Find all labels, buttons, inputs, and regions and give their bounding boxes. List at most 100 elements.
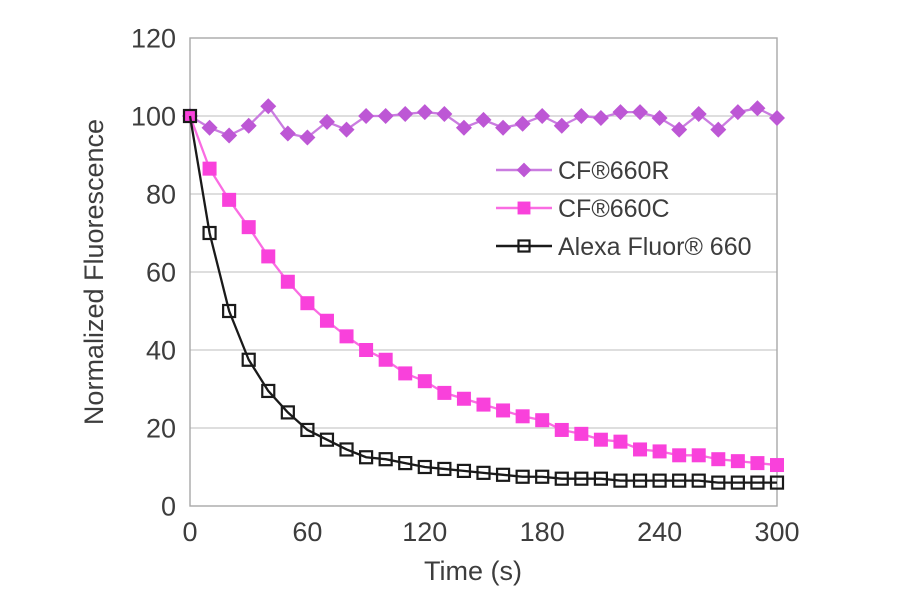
data-point-marker-square bbox=[398, 366, 413, 381]
legend: CF®660R CF®660C Alexa Fluor® 660 bbox=[496, 157, 752, 261]
x-tick-label: 0 bbox=[182, 517, 197, 547]
data-point-marker-open-square bbox=[300, 422, 315, 438]
data-point-marker-diamond bbox=[299, 129, 316, 146]
data-point-marker-open-square bbox=[691, 473, 706, 488]
data-point-marker-open-square bbox=[280, 405, 295, 420]
data-point-marker-square bbox=[593, 432, 608, 447]
data-point-marker-open-square bbox=[672, 473, 687, 488]
data-point-marker-square bbox=[241, 220, 256, 235]
data-point-marker-open-square bbox=[261, 383, 276, 399]
data-point-marker-square bbox=[359, 343, 374, 357]
data-point-marker-open-square bbox=[535, 469, 550, 484]
tick-labels-group: 0 20 40 60 80 100 120 0 60 120 180 240 300 bbox=[131, 24, 800, 548]
x-tick-label: 120 bbox=[402, 517, 447, 547]
data-point-marker-open-square bbox=[750, 475, 765, 490]
x-tick-label: 60 bbox=[292, 517, 322, 547]
data-point-marker-diamond bbox=[690, 106, 707, 123]
data-point-marker-open-square bbox=[652, 473, 667, 488]
data-point-marker-diamond bbox=[260, 98, 277, 115]
data-point-marker-open-square bbox=[182, 108, 198, 124]
data-point-marker-diamond bbox=[553, 117, 570, 134]
data-point-marker-open-square bbox=[241, 352, 256, 367]
data-point-marker-square bbox=[652, 444, 667, 459]
series-line bbox=[188, 115, 778, 467]
data-point-marker-diamond bbox=[612, 104, 629, 121]
plot-border bbox=[189, 37, 778, 507]
data-point-marker-open-square bbox=[593, 471, 609, 486]
data-point-marker-diamond bbox=[516, 162, 532, 178]
y-axis-title: Normalized Fluorescence bbox=[79, 119, 109, 425]
data-point-marker-square bbox=[691, 448, 706, 463]
data-point-marker-diamond bbox=[397, 106, 414, 123]
data-point-marker-square bbox=[613, 434, 628, 449]
data-point-marker-square bbox=[535, 413, 550, 428]
data-point-marker-square bbox=[476, 397, 491, 412]
legend-label: CF®660R bbox=[558, 157, 670, 185]
data-point-marker-square bbox=[672, 448, 687, 463]
data-point-marker-square bbox=[750, 456, 765, 471]
data-point-marker-diamond bbox=[534, 108, 551, 124]
data-point-marker-open-square bbox=[495, 467, 511, 482]
x-tick-label: 300 bbox=[754, 517, 799, 547]
data-point-marker-square bbox=[574, 426, 589, 441]
data-point-marker-square bbox=[515, 409, 530, 424]
data-point-marker-open-square bbox=[222, 303, 237, 319]
data-point-marker-square bbox=[456, 391, 471, 406]
data-point-marker-diamond bbox=[573, 108, 590, 124]
data-point-marker-open-square bbox=[417, 459, 432, 475]
data-point-marker-diamond bbox=[455, 119, 472, 136]
data-point-marker-open-square bbox=[517, 239, 531, 253]
data-point-marker-diamond bbox=[358, 108, 375, 124]
data-point-marker-diamond bbox=[592, 109, 609, 126]
data-point-marker-square bbox=[770, 458, 784, 473]
data-point-marker-diamond bbox=[769, 109, 785, 126]
data-point-marker-square bbox=[633, 442, 648, 457]
data-point-marker-square bbox=[496, 403, 511, 418]
data-point-marker-diamond bbox=[651, 109, 668, 126]
data-point-marker-open-square bbox=[632, 473, 648, 488]
y-tick-label: 60 bbox=[146, 258, 176, 288]
x-axis-title: Time (s) bbox=[424, 556, 522, 586]
data-point-marker-open-square bbox=[613, 473, 628, 488]
legend-label: CF®660C bbox=[558, 195, 670, 223]
data-point-marker-open-square bbox=[515, 469, 530, 484]
data-point-marker-square bbox=[730, 454, 745, 469]
legend-label: Alexa Fluor® 660 bbox=[558, 233, 752, 261]
data-point-marker-diamond bbox=[221, 127, 238, 144]
data-point-marker-diamond bbox=[416, 104, 433, 121]
data-point-marker-square bbox=[280, 274, 295, 289]
gridlines-group bbox=[189, 37, 778, 507]
data-point-marker-open-square bbox=[730, 475, 745, 490]
data-point-marker-open-square bbox=[769, 475, 785, 490]
data-point-marker-open-square bbox=[319, 432, 335, 447]
data-point-marker-diamond bbox=[201, 119, 218, 136]
data-series-group bbox=[182, 98, 785, 490]
data-point-marker-open-square bbox=[574, 471, 589, 486]
data-point-marker-square bbox=[261, 249, 276, 264]
y-tick-label: 40 bbox=[146, 336, 176, 366]
data-point-marker-square bbox=[437, 385, 452, 400]
data-point-marker-square bbox=[222, 192, 237, 207]
data-point-marker-diamond bbox=[240, 117, 257, 134]
series-line bbox=[188, 115, 777, 484]
data-point-marker-open-square bbox=[554, 471, 569, 486]
data-point-marker-diamond bbox=[632, 104, 649, 121]
data-point-marker-diamond bbox=[514, 115, 531, 132]
data-point-marker-diamond bbox=[495, 119, 512, 136]
data-point-marker-open-square bbox=[437, 461, 452, 477]
x-tick-label: 180 bbox=[520, 517, 565, 547]
data-point-marker-square bbox=[517, 201, 531, 215]
data-point-marker-diamond bbox=[377, 108, 394, 124]
data-point-marker-open-square bbox=[456, 463, 472, 478]
y-tick-label: 100 bbox=[131, 102, 176, 132]
data-point-marker-open-square bbox=[359, 450, 374, 465]
y-tick-label: 120 bbox=[131, 24, 176, 54]
data-point-marker-open-square bbox=[398, 456, 413, 471]
data-point-marker-diamond bbox=[749, 100, 766, 117]
y-tick-label: 20 bbox=[146, 414, 176, 444]
y-tick-label: 0 bbox=[161, 492, 176, 522]
data-point-marker-diamond bbox=[279, 125, 296, 142]
data-point-marker-square bbox=[711, 452, 726, 467]
